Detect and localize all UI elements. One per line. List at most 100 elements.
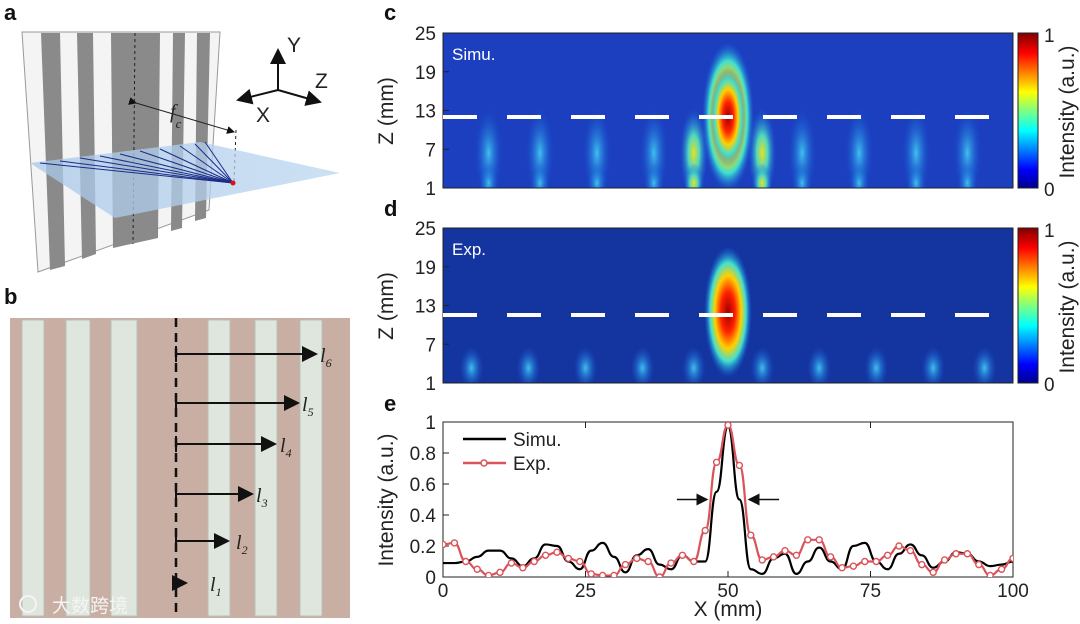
length-label: l3 (256, 485, 268, 510)
intensity-region (704, 246, 752, 378)
grating-schematic: fc Y Z X (21, 31, 340, 273)
intensity-region (921, 346, 946, 383)
intensity-region (792, 163, 813, 188)
data-point-exp (519, 564, 527, 572)
data-point-exp (553, 548, 561, 556)
data-point-exp (541, 551, 550, 559)
length-label: l2 (236, 532, 248, 557)
intensity-region (972, 346, 997, 383)
x-axis-label: X (mm) (694, 598, 763, 621)
axis-y-label: Y (287, 34, 301, 57)
intensity-region (807, 346, 832, 383)
data-point-exp (496, 568, 504, 577)
y-tick-label: 0.4 (410, 506, 437, 527)
data-point-exp (849, 562, 858, 570)
data-point-exp (1009, 554, 1013, 563)
heatmap-simulation: Simu. (442, 32, 1014, 189)
y-tick-label: 25 (415, 219, 436, 240)
data-point-exp (758, 556, 766, 564)
data-point-exp (781, 546, 789, 555)
intensity-region (748, 108, 777, 188)
data-point-exp (621, 560, 630, 569)
y-axis-label: Intensity (a.u.) (375, 433, 398, 566)
data-point-exp (576, 557, 584, 566)
data-point-exp (769, 553, 778, 561)
heatmap-tag: Exp. (452, 240, 486, 259)
watermark: 大数跨境 (52, 595, 128, 617)
panel-label-e: e (384, 391, 396, 416)
intensity-region (478, 163, 499, 188)
intensity-region (516, 346, 541, 383)
panel-label-d: d (384, 196, 397, 221)
colorbar-label: Intensity (a.u.) (1056, 45, 1079, 178)
intensity-region (525, 108, 554, 188)
intensity-region (582, 108, 611, 188)
data-point-exp (815, 536, 823, 544)
intensity-region (683, 163, 704, 188)
y-tick-label: 0.8 (410, 444, 436, 465)
intensity-region (529, 163, 550, 188)
data-point-exp (986, 571, 994, 577)
intensity-region (906, 163, 927, 188)
intensity-region (752, 163, 773, 188)
y-tick-label: 13 (415, 102, 436, 123)
data-point-exp (598, 571, 607, 577)
data-point-exp (906, 546, 915, 555)
data-point-exp (712, 458, 721, 466)
length-label: l4 (280, 435, 292, 460)
data-point-exp (644, 557, 652, 566)
data-point-exp (826, 553, 835, 561)
data-point-exp (690, 557, 698, 566)
intensity-region (459, 346, 484, 383)
data-point-exp (929, 568, 937, 577)
intensity-region (750, 346, 775, 383)
focal-plane (30, 142, 340, 218)
data-point-exp (633, 554, 641, 563)
data-point-exp (838, 564, 846, 572)
intensity-region (788, 108, 817, 188)
data-point-exp (804, 536, 812, 544)
axis-z-label: Z (315, 70, 328, 93)
data-point-exp (450, 539, 459, 547)
intensity-region (639, 108, 668, 188)
x-tick-label: 0 (438, 581, 449, 602)
data-point-exp (462, 557, 470, 566)
data-point-exp (792, 551, 801, 559)
data-point-exp (918, 560, 926, 569)
data-point-exp (952, 550, 960, 558)
intensity-region (953, 108, 982, 188)
intensity-region (474, 108, 503, 188)
panel-label-c: c (384, 0, 396, 25)
intensity-region (586, 163, 607, 188)
intensity-region (902, 108, 931, 188)
colorbar-max: 1 (1044, 26, 1055, 47)
watermark-logo-icon (19, 595, 37, 613)
y-tick-label: 13 (415, 297, 436, 318)
intensity-region (573, 346, 598, 383)
x-tick-label: 25 (575, 581, 596, 602)
data-point-exp (473, 565, 481, 573)
data-point-exp (701, 526, 709, 535)
x-tick-label: 50 (717, 581, 738, 602)
y-tick-label: 25 (415, 24, 436, 45)
data-point-exp (963, 550, 972, 558)
data-point-exp (997, 565, 1006, 573)
panel-label-a: a (4, 0, 17, 25)
y-axis-label: Z (mm) (375, 272, 398, 340)
colorbar-d: 1 0 Intensity (a.u.) (1017, 221, 1079, 396)
data-point-exp (655, 573, 664, 577)
intensity-region (681, 346, 706, 383)
panel-label-b: b (4, 284, 17, 309)
length-label: l6 (320, 345, 332, 370)
data-point-exp (724, 422, 732, 429)
colorbar-label: Intensity (a.u.) (1056, 240, 1079, 373)
intensity-region (864, 346, 889, 383)
data-point-exp (507, 559, 516, 567)
intensity-region (630, 346, 655, 383)
y-tick-label: 19 (415, 258, 436, 279)
y-axis-label: Z (mm) (375, 77, 398, 145)
data-point-exp (564, 554, 573, 563)
length-label: l1 (210, 574, 222, 599)
